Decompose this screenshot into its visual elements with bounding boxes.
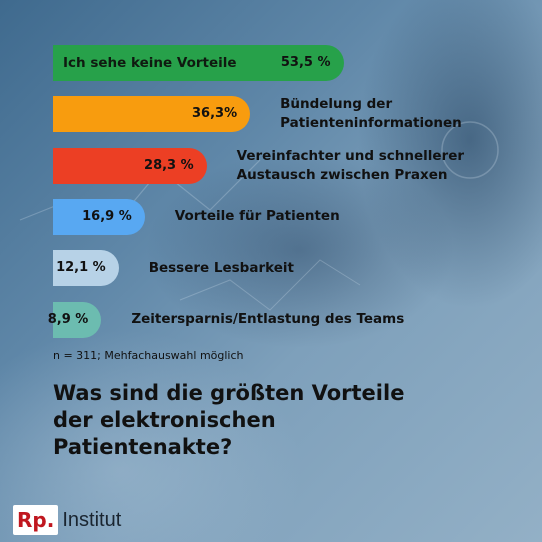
bar-chart: 53,5 % Ich sehe keine Vorteile 36,3% Bündel… <box>47 45 465 338</box>
bar-value-label: 53,5 % <box>280 55 331 70</box>
bar-value-label: 16,9 % <box>82 208 132 224</box>
bar-category-label: Zeitersparnis/Entlastung des Teams <box>131 311 405 327</box>
bar-5 <box>53 250 119 287</box>
bar-6 <box>53 301 102 338</box>
bar-category-label: Ich sehe keine Vorteile <box>63 54 237 71</box>
bar-value-label: 28,3 % <box>144 157 194 173</box>
logo-text: Institut <box>62 508 122 531</box>
bar-3 <box>53 147 207 184</box>
rp-institut-logo: Rp. Institut <box>13 505 121 535</box>
bar-category-label: Vorteile für Patienten <box>174 208 340 225</box>
bar-2 <box>53 96 251 133</box>
bar-category-label: Bessere Lesbarkeit <box>148 259 294 276</box>
bar-value-label: 12,1 % <box>56 260 106 276</box>
logo-mark: Rp. <box>13 505 59 535</box>
bar-value-label: 8,9 % <box>47 311 89 327</box>
chart-title: Was sind die größten Vorteile der elektr… <box>53 381 405 459</box>
bar-4 <box>53 198 145 235</box>
bar-category-label: Vereinfachter und schnellerer Austausch … <box>236 147 465 183</box>
bar-1 <box>53 45 344 81</box>
bar-value-label: 36,3% <box>192 106 238 122</box>
bar-category-label: Bündelung der Patienteninformationen <box>280 96 462 132</box>
sample-note: n = 311; Mehfachauswahl möglich <box>53 349 244 362</box>
